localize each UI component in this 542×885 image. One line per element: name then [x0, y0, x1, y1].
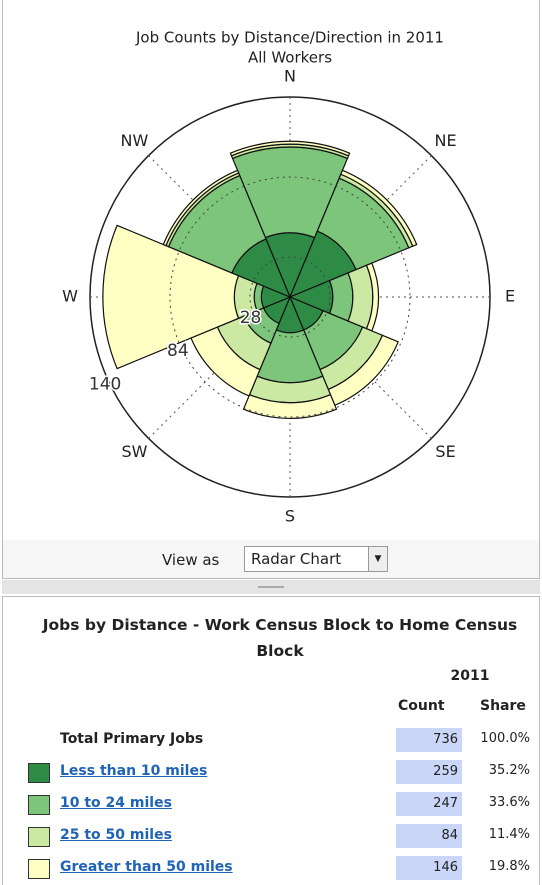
legend-swatch	[28, 763, 50, 783]
row-count: 247	[396, 792, 462, 816]
chart: Job Counts by Distance/Direction in 2011…	[62, 29, 515, 526]
direction-label: N	[284, 67, 296, 86]
radial-tick-label: 84	[167, 341, 189, 361]
legend-swatch	[28, 859, 50, 879]
row-share: 35.2%	[488, 763, 530, 778]
wedge-segment	[328, 272, 354, 322]
radial-tick-label: 140	[89, 375, 121, 395]
column-header: Share	[480, 698, 526, 714]
table-row: Greater than 50 miles 146 19.8%	[0, 855, 540, 881]
chart-subtitle: All Workers	[248, 49, 332, 67]
wedge-segment	[340, 169, 418, 247]
row-share: 100.0%	[480, 731, 530, 746]
row-link[interactable]: 10 to 24 miles	[60, 795, 172, 811]
grid-ring	[249, 256, 331, 338]
table-row: 25 to 50 miles 84 11.4%	[0, 823, 540, 849]
direction-label: E	[505, 287, 515, 306]
table-row: Less than 10 miles 259 35.2%	[0, 759, 540, 785]
row-share: 11.4%	[488, 827, 530, 842]
chart-title: Job Counts by Distance/Direction in 2011	[135, 29, 444, 47]
table-row: 10 to 24 miles 247 33.6%	[0, 791, 540, 817]
row-count: 736	[396, 728, 462, 752]
splitter[interactable]	[2, 580, 540, 594]
column-header: Count	[398, 698, 445, 714]
table-title: Jobs by Distance - Work Census Block to …	[42, 616, 518, 660]
row-count: 259	[396, 760, 462, 784]
row-link[interactable]: Greater than 50 miles	[60, 859, 233, 875]
direction-label: NW	[121, 131, 149, 150]
table-row: Total Primary Jobs 736 100.0%	[0, 727, 540, 753]
wedges	[102, 140, 418, 419]
view-as-label: View as	[162, 551, 220, 569]
row-count: 146	[396, 856, 462, 880]
row-link[interactable]: 25 to 50 miles	[60, 827, 172, 843]
row-label: Total Primary Jobs	[60, 731, 204, 747]
wedge-segment	[242, 393, 338, 419]
dropdown-value: Radar Chart	[251, 550, 342, 568]
row-share: 33.6%	[488, 795, 530, 810]
row-count: 84	[396, 824, 462, 848]
direction-label: S	[285, 507, 295, 526]
dropdown-arrow[interactable]: ▼	[368, 547, 387, 571]
table-year: 2011	[450, 668, 490, 684]
legend-swatch	[28, 795, 50, 815]
grid-ring	[169, 176, 411, 418]
row-share: 19.8%	[488, 859, 530, 874]
row-link[interactable]: Less than 10 miles	[60, 763, 208, 779]
legend-swatch	[28, 827, 50, 847]
chart-type-dropdown[interactable]: Radar Chart ▼	[244, 546, 388, 572]
direction-label: NE	[435, 131, 457, 150]
splitter-grip	[258, 586, 284, 588]
wedge-segment	[102, 224, 240, 370]
table-panel	[2, 596, 540, 885]
direction-label: W	[62, 287, 78, 306]
wedge-segment	[229, 140, 351, 157]
direction-label: SW	[121, 442, 147, 461]
chart-panel: Job Counts by Distance/Direction in 2011…	[2, 0, 540, 579]
direction-label: SE	[435, 442, 455, 461]
wedge-segment	[162, 169, 240, 247]
radial-tick-label: 28	[240, 308, 262, 328]
